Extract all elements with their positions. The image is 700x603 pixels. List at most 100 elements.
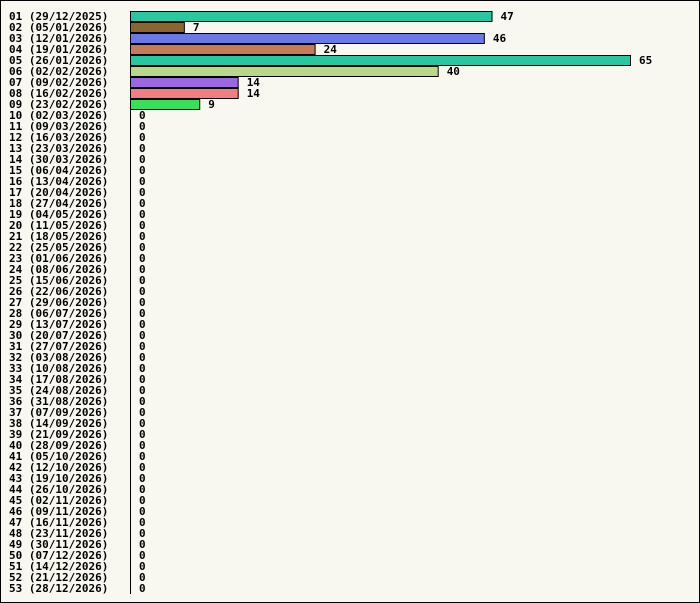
category-label: 16 (13/04/2026): [9, 175, 108, 188]
category-label: 45 (02/11/2026): [9, 494, 108, 507]
category-label: 36 (31/08/2026): [9, 395, 108, 408]
bar: [130, 44, 316, 55]
value-labels: 4774624654014149000000000000000000000000…: [139, 10, 652, 595]
category-label: 48 (23/11/2026): [9, 527, 108, 540]
category-label: 12 (16/03/2026): [9, 131, 108, 144]
value-label: 0: [139, 483, 146, 496]
value-label: 24: [324, 43, 338, 56]
category-label: 15 (06/04/2026): [9, 164, 108, 177]
category-label: 11 (09/03/2026): [9, 120, 108, 133]
value-label: 0: [139, 131, 146, 144]
value-label: 0: [139, 153, 146, 166]
category-label: 17 (20/04/2026): [9, 186, 108, 199]
category-label: 38 (14/09/2026): [9, 417, 108, 430]
bar: [130, 33, 485, 44]
value-label: 0: [139, 175, 146, 188]
category-label: 30 (20/07/2026): [9, 329, 108, 342]
category-label: 50 (07/12/2026): [9, 549, 108, 562]
value-label: 0: [139, 186, 146, 199]
bar: [130, 11, 493, 22]
category-label: 08 (16/02/2026): [9, 87, 108, 100]
value-label: 0: [139, 109, 146, 122]
value-label: 0: [139, 164, 146, 177]
bars: [130, 11, 631, 110]
value-label: 0: [139, 362, 146, 375]
category-label: 06 (02/02/2026): [9, 65, 108, 78]
category-label: 39 (21/09/2026): [9, 428, 108, 441]
category-label: 04 (19/01/2026): [9, 43, 108, 56]
value-label: 0: [139, 274, 146, 287]
value-label: 0: [139, 417, 146, 430]
value-label: 0: [139, 351, 146, 364]
category-label: 14 (30/03/2026): [9, 153, 108, 166]
bar: [130, 99, 201, 110]
category-label: 40 (28/09/2026): [9, 439, 108, 452]
category-label: 35 (24/08/2026): [9, 384, 108, 397]
category-label: 53 (28/12/2026): [9, 582, 108, 595]
value-label: 0: [139, 252, 146, 265]
value-label: 0: [139, 450, 146, 463]
value-label: 65: [639, 54, 652, 67]
value-label: 0: [139, 329, 146, 342]
value-label: 0: [139, 373, 146, 386]
category-label: 19 (04/05/2026): [9, 208, 108, 221]
category-label: 37 (07/09/2026): [9, 406, 108, 419]
category-label: 52 (21/12/2026): [9, 571, 108, 584]
value-label: 0: [139, 318, 146, 331]
category-label: 13 (23/03/2026): [9, 142, 108, 155]
value-label: 47: [501, 10, 514, 23]
category-label: 46 (09/11/2026): [9, 505, 108, 518]
category-label: 28 (06/07/2026): [9, 307, 108, 320]
category-label: 20 (11/05/2026): [9, 219, 108, 232]
category-label: 33 (10/08/2026): [9, 362, 108, 375]
value-label: 0: [139, 296, 146, 309]
value-label: 9: [208, 98, 215, 111]
category-label: 10 (02/03/2026): [9, 109, 108, 122]
bar: [130, 88, 239, 99]
category-label: 22 (25/05/2026): [9, 241, 108, 254]
category-label: 23 (01/06/2026): [9, 252, 108, 265]
bar: [130, 22, 185, 33]
category-label: 34 (17/08/2026): [9, 373, 108, 386]
value-label: 0: [139, 230, 146, 243]
value-label: 0: [139, 582, 146, 595]
category-labels: 01 (29/12/2025)02 (05/01/2026)03 (12/01/…: [9, 10, 108, 595]
category-label: 43 (19/10/2026): [9, 472, 108, 485]
value-label: 0: [139, 472, 146, 485]
bar: [130, 66, 439, 77]
value-label: 0: [139, 307, 146, 320]
category-label: 18 (27/04/2026): [9, 197, 108, 210]
bar: [130, 55, 631, 66]
value-label: 0: [139, 549, 146, 562]
category-label: 29 (13/07/2026): [9, 318, 108, 331]
value-label: 40: [447, 65, 460, 78]
value-label: 0: [139, 384, 146, 397]
value-label: 0: [139, 428, 146, 441]
category-label: 26 (22/06/2026): [9, 285, 108, 298]
bar: [130, 77, 239, 88]
category-label: 44 (26/10/2026): [9, 483, 108, 496]
value-label: 0: [139, 439, 146, 452]
category-label: 47 (16/11/2026): [9, 516, 108, 529]
value-label: 0: [139, 395, 146, 408]
value-label: 0: [139, 406, 146, 419]
value-label: 0: [139, 571, 146, 584]
value-label: 0: [139, 340, 146, 353]
value-label: 0: [139, 560, 146, 573]
category-label: 42 (12/10/2026): [9, 461, 108, 474]
value-label: 0: [139, 285, 146, 298]
category-label: 05 (26/01/2026): [9, 54, 108, 67]
value-label: 7: [193, 21, 200, 34]
value-label: 0: [139, 494, 146, 507]
value-label: 0: [139, 197, 146, 210]
category-label: 03 (12/01/2026): [9, 32, 108, 45]
category-label: 01 (29/12/2025): [9, 10, 108, 23]
value-label: 14: [247, 76, 261, 89]
category-label: 27 (29/06/2026): [9, 296, 108, 309]
category-label: 24 (08/06/2026): [9, 263, 108, 276]
value-label: 0: [139, 142, 146, 155]
category-label: 41 (05/10/2026): [9, 450, 108, 463]
category-label: 09 (23/02/2026): [9, 98, 108, 111]
